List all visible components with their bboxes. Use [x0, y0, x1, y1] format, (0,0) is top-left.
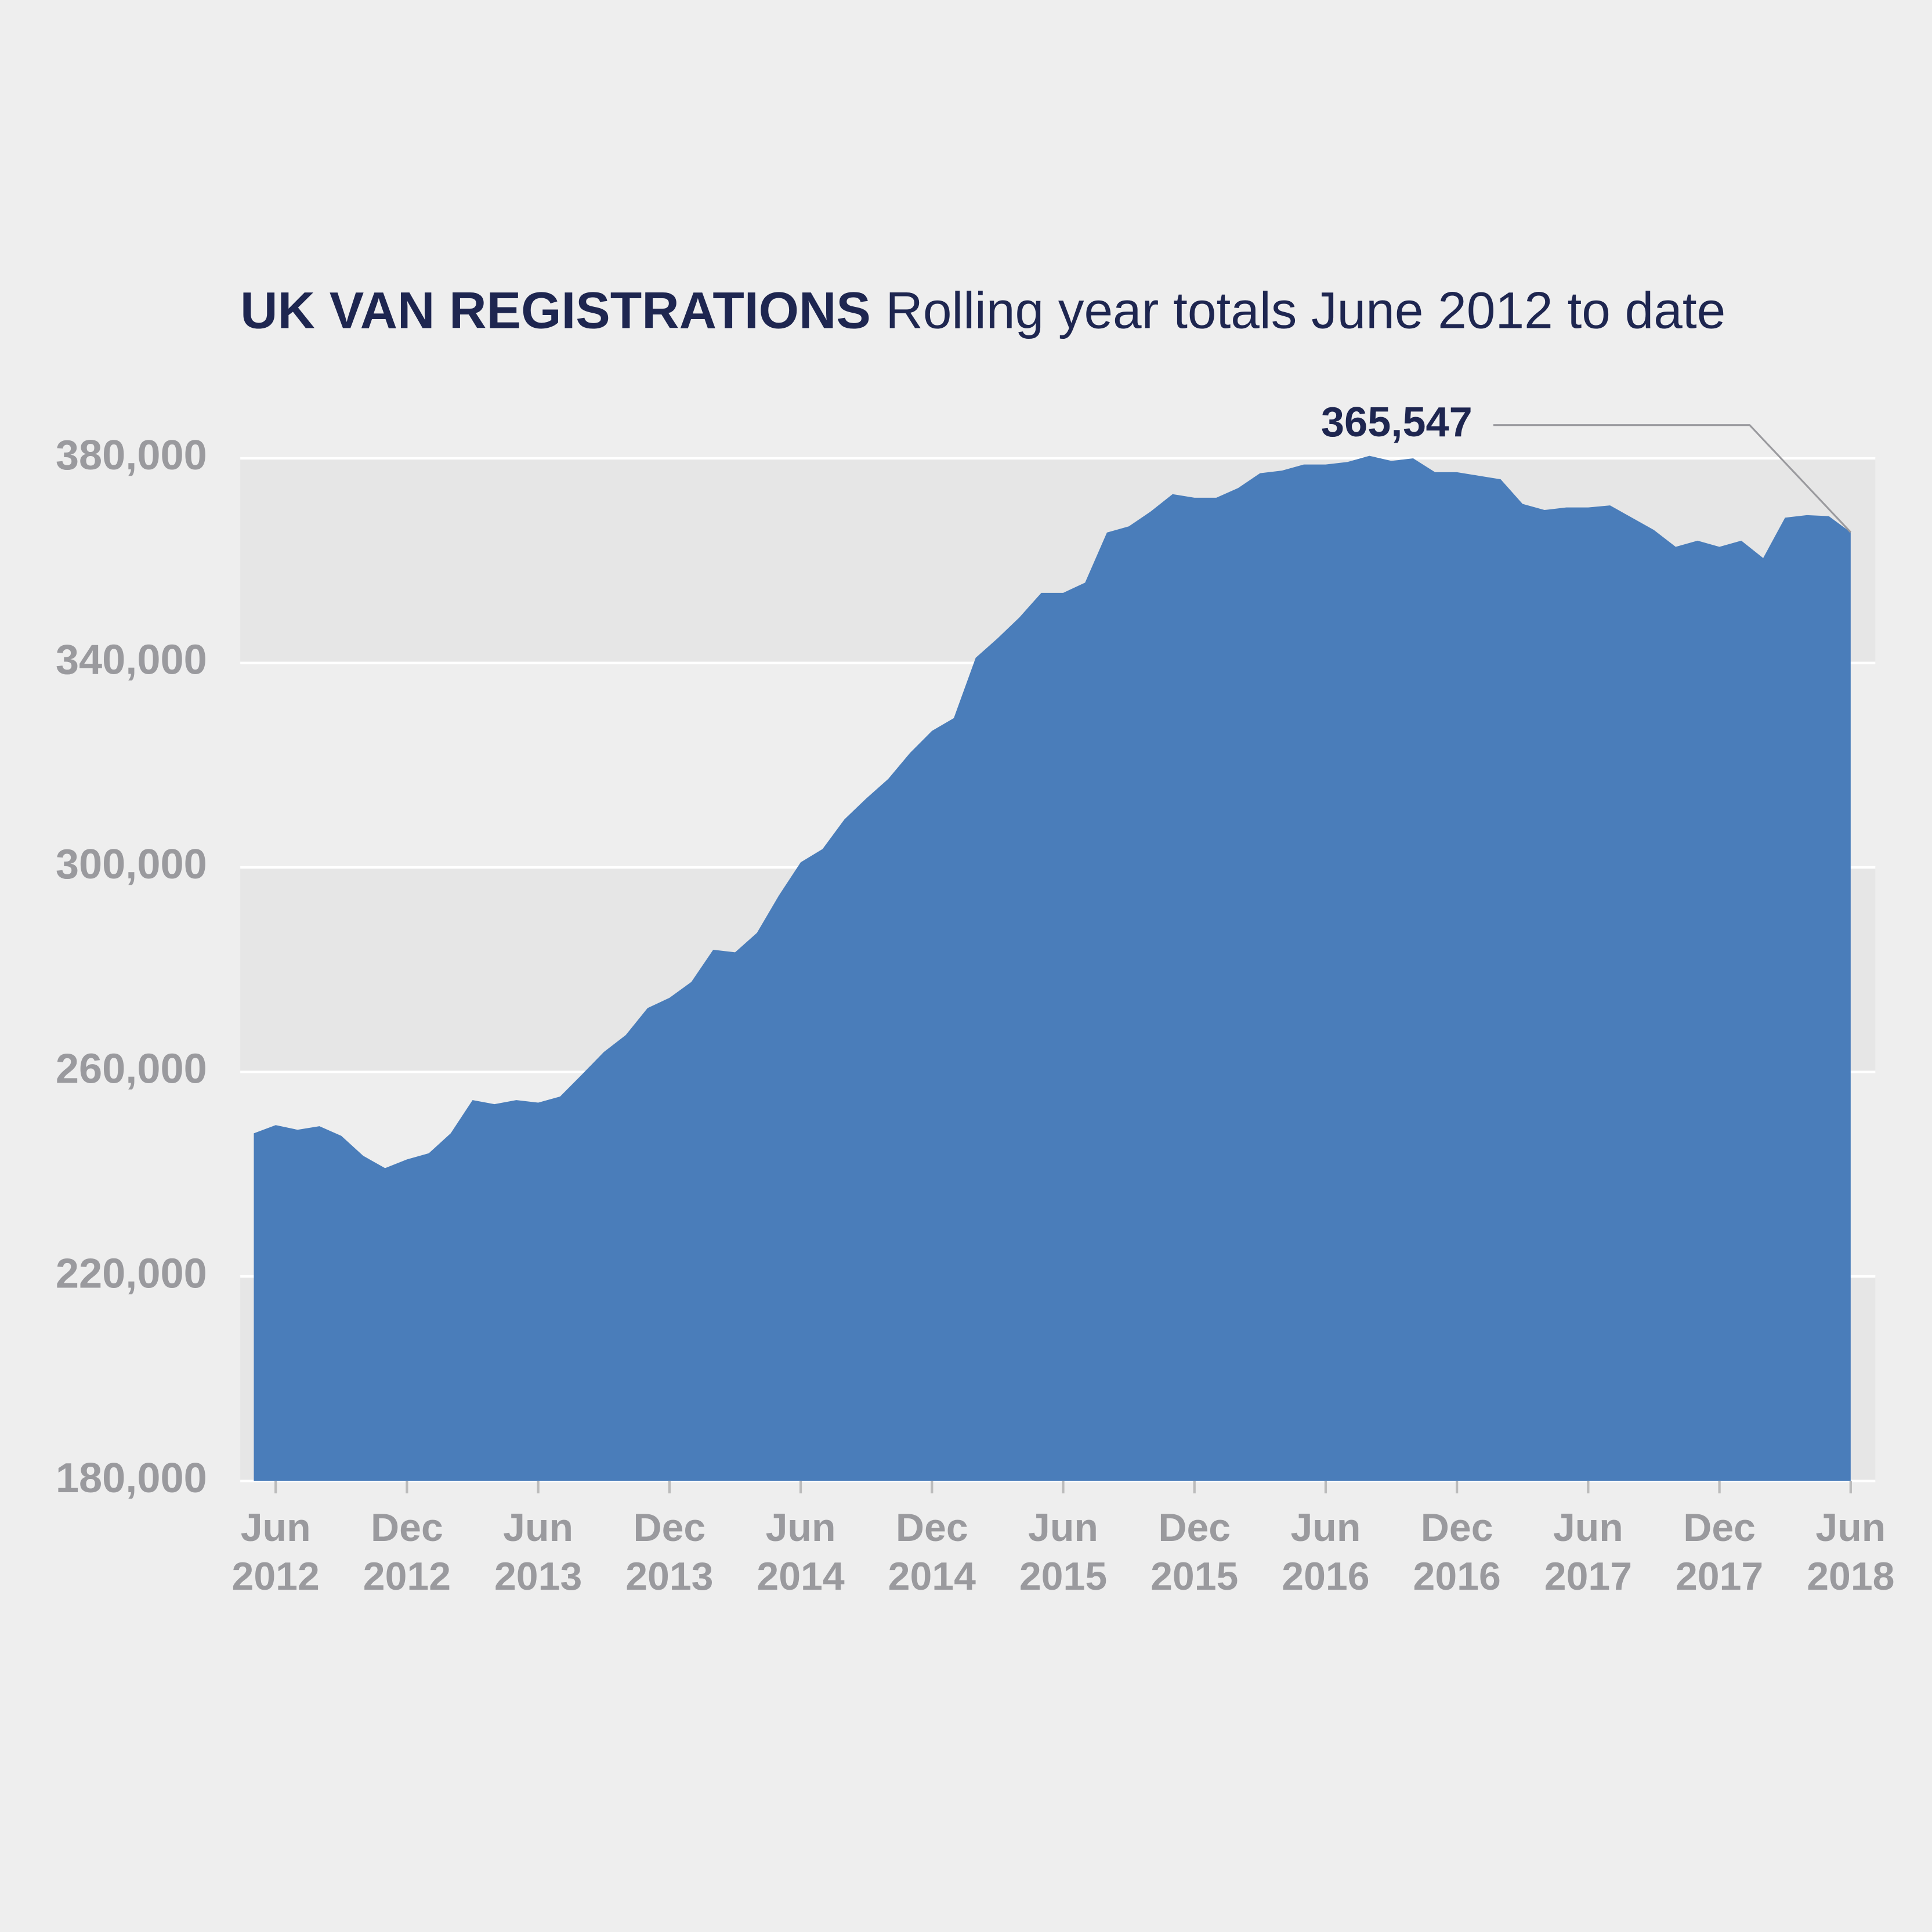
- x-tick-label: Jun 2015: [1019, 1505, 1108, 1598]
- x-tick-label: Dec 2014: [888, 1505, 976, 1598]
- y-tick-label: 340,000: [56, 637, 207, 683]
- x-tick-label: Jun 2016: [1282, 1505, 1370, 1598]
- y-tick-label: 300,000: [56, 841, 207, 888]
- area: [254, 455, 1851, 1481]
- x-tick-label: Jun 2013: [494, 1505, 583, 1598]
- x-tick-label: Jun 2017: [1544, 1505, 1633, 1598]
- leader-line: [1493, 424, 1851, 533]
- x-tick-label: Dec 2015: [1150, 1505, 1239, 1598]
- y-tick-label: 260,000: [56, 1046, 207, 1092]
- data-label: 365,547: [1321, 399, 1472, 446]
- title: UK VAN REGISTRATIONS: [240, 281, 871, 339]
- x-tick-label: Dec 2013: [625, 1505, 714, 1598]
- y-tick-label: 380,000: [56, 432, 207, 479]
- y-tick-label: 220,000: [56, 1250, 207, 1297]
- x-tick-label: Jun 2018: [1807, 1505, 1895, 1598]
- subtitle: Rolling year totals June 2012 to date: [885, 281, 1725, 339]
- x-tick-label: Dec 2017: [1675, 1505, 1764, 1598]
- chart-title: UK VAN REGISTRATIONS Rolling year totals …: [240, 281, 1725, 339]
- y-tick-label: 180,000: [56, 1455, 207, 1502]
- x-tick-label: Dec 2012: [363, 1505, 451, 1598]
- x-tick-label: Jun 2012: [231, 1505, 320, 1598]
- x-tick-label: Jun 2014: [757, 1505, 845, 1598]
- x-tick-label: Dec 2016: [1413, 1505, 1501, 1598]
